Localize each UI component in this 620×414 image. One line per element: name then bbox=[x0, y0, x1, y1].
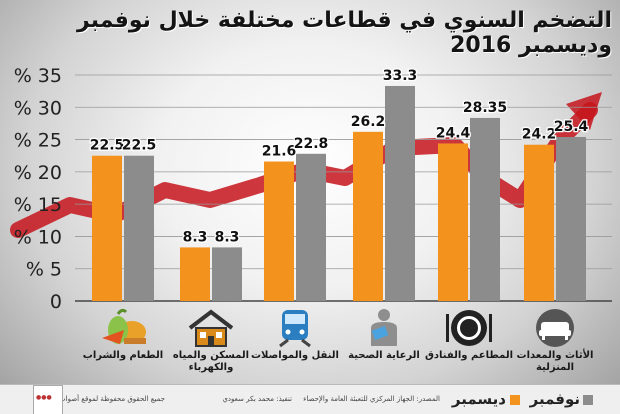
y-tick-label: % 15 bbox=[14, 194, 62, 216]
legend-november-swatch bbox=[583, 395, 593, 405]
rights-text: جميع الحقوق محفوظة لموقع أصوات مصرية bbox=[37, 395, 165, 403]
bar-december bbox=[438, 143, 468, 301]
data-label: 8.3 bbox=[215, 229, 240, 245]
data-label: 33.3 bbox=[383, 68, 418, 84]
data-label: 25.4 bbox=[554, 119, 589, 135]
category-label: المسكن والمياه والكهرباء bbox=[172, 350, 250, 373]
bar-november bbox=[212, 247, 242, 301]
data-label: 22.5 bbox=[122, 138, 157, 154]
house-icon bbox=[186, 308, 236, 352]
data-label: 21.6 bbox=[262, 144, 297, 160]
bar-december bbox=[180, 247, 210, 301]
chart-title: التضخم السنوي في قطاعات مختلفة خلال نوفم… bbox=[77, 8, 612, 58]
data-label: 8.3 bbox=[183, 229, 208, 245]
category-label: النقل والمواصلات bbox=[251, 350, 339, 361]
y-tick-label: % 5 bbox=[26, 259, 62, 281]
trend-arrow-head bbox=[566, 92, 602, 130]
data-label: 24.4 bbox=[436, 125, 471, 141]
category-label: الطعام والشراب bbox=[82, 350, 164, 361]
category-label: المطاعم والفنادق bbox=[424, 350, 514, 361]
bar-chart: 0 % 5 % 10 % 15 % 20 % 25 % 30 % 35 22.522.5 8.3… bbox=[10, 65, 612, 313]
y-tick-label: % 35 bbox=[14, 65, 62, 87]
footer-bar: نوفمبر ديسمبر المصدر: الجهاز المركزي للت… bbox=[0, 384, 620, 414]
sofa-icon bbox=[530, 308, 580, 352]
y-tick-label: % 10 bbox=[14, 226, 62, 248]
y-tick-label: % 25 bbox=[14, 130, 62, 152]
plate-icon bbox=[444, 308, 494, 352]
bar-december bbox=[264, 161, 294, 301]
bar-november bbox=[470, 117, 500, 301]
food-icon bbox=[98, 308, 148, 352]
data-label: 22.5 bbox=[90, 138, 125, 154]
data-label: 24.2 bbox=[522, 127, 557, 143]
bar-november bbox=[385, 85, 415, 301]
bar-december bbox=[524, 144, 554, 301]
bar-november bbox=[556, 136, 586, 301]
source-text: المصدر: الجهاز المركزي للتعبئة العامة وا… bbox=[303, 395, 440, 403]
y-tick-label: 0 bbox=[50, 291, 62, 313]
health-icon bbox=[359, 308, 409, 352]
data-label: 26.2 bbox=[351, 114, 386, 130]
site-logo: ●●● bbox=[33, 385, 63, 414]
bar-november bbox=[296, 153, 326, 301]
train-icon bbox=[270, 308, 320, 352]
legend-december-swatch bbox=[510, 395, 520, 405]
data-label: 28.35 bbox=[463, 100, 507, 116]
y-tick-label: % 30 bbox=[14, 97, 62, 119]
category-label: الأثاث والمعدات المنزلية bbox=[516, 350, 594, 373]
y-tick-label: % 20 bbox=[14, 162, 62, 184]
bar-november bbox=[124, 155, 154, 301]
data-label: 22.8 bbox=[294, 136, 329, 152]
category-label: الرعاية الصحية bbox=[348, 350, 420, 361]
bar-december bbox=[92, 155, 122, 301]
bar-december bbox=[353, 131, 383, 301]
legend-november-label: نوفمبر bbox=[529, 390, 580, 408]
legend-december-label: ديسمبر bbox=[451, 390, 506, 408]
design-credit: تنفيذ: محمد بكر سعودي bbox=[222, 395, 292, 403]
